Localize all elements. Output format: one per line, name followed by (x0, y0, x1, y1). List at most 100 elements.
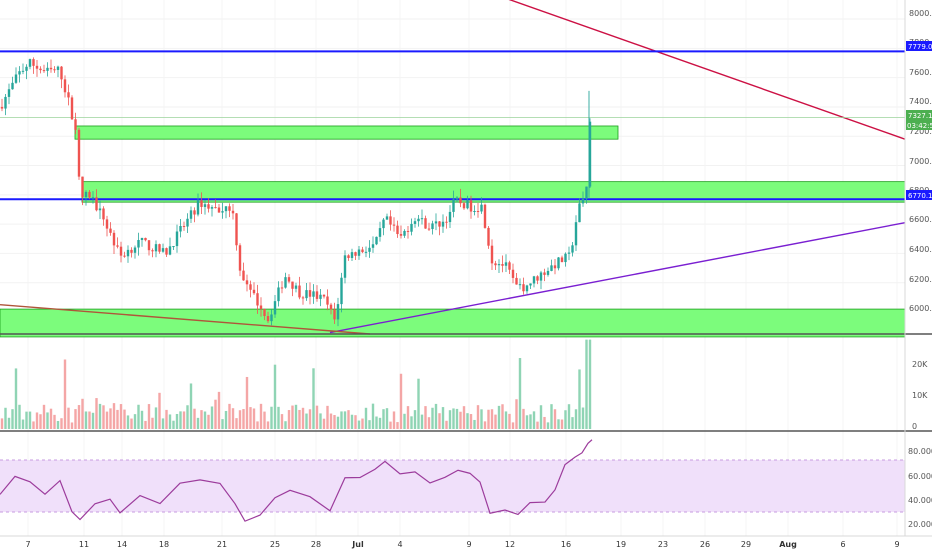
candle-body (231, 210, 235, 214)
volume-bar (256, 421, 259, 429)
trend-lines[interactable] (0, 0, 906, 335)
candle-body (263, 308, 266, 317)
volume-bar (361, 418, 364, 429)
time-axis[interactable]: 7 11 14 18 21 25 28 Jul 4 9 12 16 19 23 … (25, 540, 899, 549)
candle-body (406, 230, 410, 232)
rsi-axis[interactable]: 80.0000 60.0000 40.0000 20.0000 (908, 447, 932, 529)
candle-body (385, 216, 389, 220)
volume-bar (105, 411, 109, 429)
candle-body (326, 296, 329, 305)
volume-bar (172, 420, 175, 429)
candle-body (336, 304, 340, 320)
volume-bar (294, 404, 298, 429)
candle-body (18, 71, 21, 75)
volume-bar (417, 378, 420, 429)
candle-body (175, 231, 179, 247)
volume-bar (63, 359, 67, 429)
volume-bar (154, 407, 158, 429)
volume-bar (427, 417, 431, 429)
candle-body (210, 207, 214, 209)
candle-body (417, 218, 420, 222)
date-label: 26 (700, 540, 710, 549)
candle-body (389, 216, 392, 225)
volume-axis[interactable]: 20K 10K 0 (912, 360, 928, 431)
date-label: 25 (270, 540, 280, 549)
volume-bar (515, 399, 518, 429)
horizontal-levels[interactable] (0, 50, 905, 201)
candle-body (431, 223, 434, 230)
candle-body (291, 281, 294, 289)
volume-bar (518, 358, 522, 429)
candle-body (298, 285, 301, 298)
volume-bar (74, 409, 77, 429)
volume-bar (396, 422, 399, 429)
candle-body (424, 218, 427, 229)
volume-bar (70, 422, 74, 429)
candle-body (277, 287, 280, 302)
volume-bar (462, 406, 466, 429)
candle-body (511, 269, 515, 278)
volume-bar (28, 411, 32, 429)
volume-bar (245, 376, 249, 429)
candle-body (151, 250, 154, 252)
countdown-tag-text: 03:42:59 (907, 122, 932, 130)
volume-bar (273, 364, 277, 429)
candle-body (116, 245, 119, 247)
candle-body (4, 96, 7, 109)
volume-bar (287, 410, 291, 429)
candle-body (133, 247, 137, 253)
candle-body (473, 210, 476, 212)
date-label: 19 (616, 540, 626, 549)
zone-3 (0, 308, 906, 338)
volume-bar (175, 413, 179, 429)
volume-bar (214, 399, 217, 429)
candle-body (476, 210, 480, 212)
volume-pane[interactable] (0, 339, 592, 429)
candle-body (186, 218, 189, 227)
date-label: 16 (561, 540, 571, 549)
date-label: 9 (466, 540, 471, 549)
candle-body (322, 294, 326, 297)
candle-body (56, 66, 60, 70)
volume-bar (455, 408, 459, 429)
candle-body (60, 66, 63, 80)
candle-body (102, 208, 105, 220)
volume-bar (434, 403, 438, 429)
last-price-tag (906, 110, 932, 120)
volume-bar (322, 418, 326, 429)
candle-body (32, 59, 35, 66)
candle-body (564, 253, 567, 263)
volume-bar (235, 418, 238, 429)
volume-bar (536, 421, 539, 429)
volume-bar (42, 404, 46, 429)
price-pane[interactable] (0, 0, 906, 338)
candle-body (448, 211, 452, 223)
volume-bar (144, 420, 147, 429)
volume-bar (340, 411, 343, 429)
rsi-tick: 20.0000 (908, 520, 932, 529)
volume-bar (466, 413, 469, 429)
volume-bar (210, 406, 214, 429)
volume-bar (67, 407, 70, 429)
candle-body (585, 186, 588, 199)
candle-body (497, 264, 501, 266)
volume-bar (476, 405, 480, 429)
volume-bar (81, 398, 84, 429)
volume-bar (112, 403, 116, 429)
candle-body (294, 285, 298, 289)
volume-bar (392, 411, 396, 429)
volume-bar (165, 409, 168, 429)
volume-bar (375, 416, 378, 429)
candle-body (525, 285, 529, 292)
rsi-pane[interactable] (0, 439, 905, 522)
volume-bar (452, 408, 455, 429)
volume-bar (501, 404, 504, 429)
upper-level-tag (906, 41, 932, 51)
candle-body (74, 119, 77, 130)
volume-bar (308, 409, 312, 429)
candle-body (39, 68, 42, 71)
price-axis[interactable]: 8000.0 7800.0 7600.0 7400.0 7200.0 7000.… (906, 9, 932, 313)
candle-body (581, 198, 585, 204)
volume-bar (46, 412, 49, 429)
